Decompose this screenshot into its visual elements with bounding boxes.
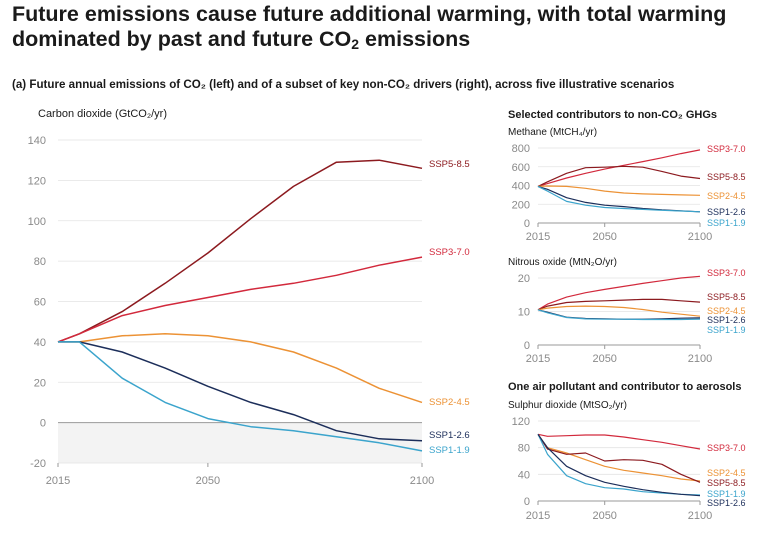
co2-series-label-ssp1-1-9: SSP1-1.9 — [429, 445, 470, 456]
sulphur-series-label-ssp1-2-6: SSP1-2.6 — [707, 498, 746, 508]
methane-y-axis-label: Methane (MtCH₄/yr) — [508, 127, 597, 138]
nitrous-y-tick-0: 0 — [524, 340, 530, 352]
sulphur-x-tick-2015: 2015 — [526, 510, 550, 522]
co2-y-tick-20: -20 — [30, 458, 46, 470]
methane-y-tick-200: 200 — [512, 199, 530, 211]
nitrous-series-label-ssp2-4-5: SSP2-4.5 — [707, 306, 746, 316]
nitrous-y-axis-label: Nitrous oxide (MtN₂O/yr) — [508, 257, 617, 268]
methane-series-ssp2-4-5 — [537, 185, 701, 196]
ghg-heading: Selected contributors to non-CO₂ GHGs — [508, 109, 717, 121]
figure-title: Future emissions cause future additional… — [12, 2, 772, 57]
methane-y-tick-600: 600 — [512, 162, 530, 174]
methane-y-tick-0: 0 — [524, 218, 530, 230]
co2-y-tick-20: 20 — [34, 377, 46, 389]
methane-series-ssp1-1-9 — [537, 185, 701, 213]
methane-series-ssp5-8-5 — [537, 165, 701, 187]
nitrous-series-label-ssp5-8-5: SSP5-8.5 — [707, 292, 746, 302]
sulphur-x-tick-2100: 2100 — [688, 510, 712, 522]
co2-series-label-ssp5-8-5: SSP5-8.5 — [429, 159, 470, 170]
co2-x-tick-2015: 2015 — [46, 475, 70, 487]
co2-series-ssp1-1-9 — [58, 341, 423, 452]
nitrous-series-ssp1-1-9 — [537, 309, 701, 321]
methane-series-label-ssp2-4-5: SSP2-4.5 — [707, 191, 746, 201]
sulphur-series-ssp2-4-5 — [537, 433, 701, 482]
nitrous-series-ssp3-7-0 — [537, 275, 701, 311]
sulphur-y-axis-label: Sulphur dioxide (MtSO₂/yr) — [508, 400, 627, 411]
sulphur-y-tick-80: 80 — [518, 443, 530, 455]
nitrous-series-ssp2-4-5 — [537, 305, 701, 317]
co2-series-label-ssp3-7-0: SSP3-7.0 — [429, 247, 470, 258]
sulphur-y-tick-40: 40 — [518, 469, 530, 481]
co2-y-tick-100: 100 — [28, 216, 46, 228]
co2-y-tick-60: 60 — [34, 297, 46, 309]
aerosol-heading: One air pollutant and contributor to aer… — [508, 381, 741, 393]
co2-x-tick-2050: 2050 — [196, 475, 220, 487]
co2-series-ssp5-8-5 — [57, 159, 423, 343]
co2-y-axis-label: Carbon dioxide (GtCO₂/yr) — [38, 108, 167, 120]
title-line-2: dominated by past and future CO — [12, 27, 352, 51]
co2-series-ssp3-7-0 — [57, 256, 423, 343]
title-line-2-end: emissions — [359, 27, 471, 51]
sulphur-series-ssp1-2-6 — [537, 433, 701, 497]
methane-series-label-ssp1-2-6: SSP1-2.6 — [707, 207, 746, 217]
nitrous-x-tick-2015: 2015 — [526, 353, 550, 365]
nitrous-series-label-ssp1-2-6: SSP1-2.6 — [707, 315, 746, 325]
co2-y-tick-0: 0 — [40, 418, 46, 430]
methane-x-tick-2015: 2015 — [526, 231, 550, 243]
sulphur-series-label-ssp3-7-0: SSP3-7.0 — [707, 443, 746, 453]
methane-x-tick-2100: 2100 — [688, 231, 712, 243]
methane-series-ssp3-7-0 — [537, 149, 701, 187]
sulphur-series-ssp5-8-5 — [537, 433, 701, 483]
methane-series-label-ssp3-7-0: SSP3-7.0 — [707, 144, 746, 154]
methane-series-label-ssp1-1-9: SSP1-1.9 — [707, 218, 746, 228]
methane-y-tick-400: 400 — [512, 181, 530, 193]
co2-y-tick-40: 40 — [34, 337, 46, 349]
title-line-2-subscript: 2 — [351, 36, 360, 52]
co2-y-tick-120: 120 — [28, 175, 46, 187]
methane-x-tick-2050: 2050 — [592, 231, 616, 243]
sulphur-series-label-ssp2-4-5: SSP2-4.5 — [707, 468, 746, 478]
sulphur-x-tick-2050: 2050 — [592, 510, 616, 522]
co2-y-tick-80: 80 — [34, 256, 46, 268]
sulphur-y-tick-120: 120 — [512, 416, 530, 428]
co2-series-ssp2-4-5 — [58, 333, 423, 404]
methane-series-label-ssp5-8-5: SSP5-8.5 — [707, 172, 746, 182]
co2-series-label-ssp2-4-5: SSP2-4.5 — [429, 397, 470, 408]
co2-negative-region — [58, 422, 422, 463]
section-a-title: (a) Future annual emissions of CO₂ (left… — [12, 78, 675, 91]
co2-y-tick-140: 140 — [28, 135, 46, 147]
sulphur-series-label-ssp1-1-9: SSP1-1.9 — [707, 489, 746, 499]
nitrous-series-ssp5-8-5 — [537, 298, 701, 311]
title-line-1: Future emissions cause future additional… — [12, 2, 727, 26]
nitrous-y-tick-10: 10 — [518, 307, 530, 319]
nitrous-y-tick-20: 20 — [518, 273, 530, 285]
methane-y-tick-800: 800 — [512, 143, 530, 155]
sulphur-series-ssp3-7-0 — [537, 433, 701, 450]
co2-series-ssp1-2-6 — [58, 341, 423, 442]
nitrous-x-tick-2050: 2050 — [592, 353, 616, 365]
nitrous-x-tick-2100: 2100 — [688, 353, 712, 365]
sulphur-series-label-ssp5-8-5: SSP5-8.5 — [707, 478, 746, 488]
co2-x-tick-2100: 2100 — [410, 475, 434, 487]
nitrous-series-label-ssp1-1-9: SSP1-1.9 — [707, 325, 746, 335]
sulphur-y-tick-0: 0 — [524, 496, 530, 508]
co2-series-label-ssp1-2-6: SSP1-2.6 — [429, 430, 470, 441]
nitrous-series-label-ssp3-7-0: SSP3-7.0 — [707, 268, 746, 278]
